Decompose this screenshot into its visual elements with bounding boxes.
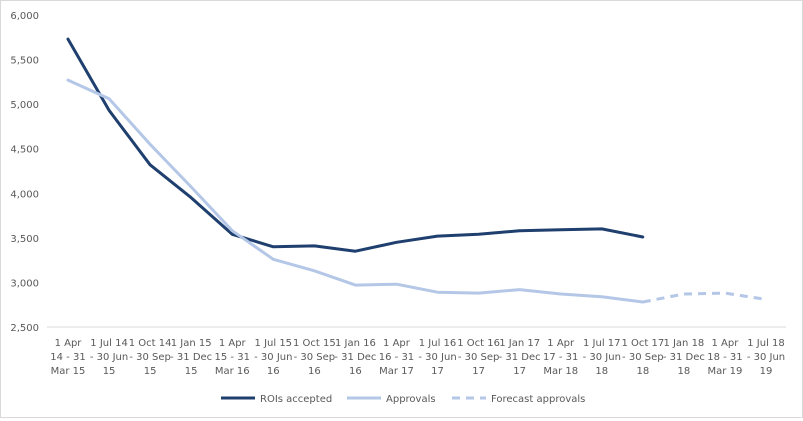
x-tick-label-line: - 30 Sep [129,352,171,363]
x-tick-label-line: - 30 Jun [254,352,292,363]
x-tick-label-line: 1 Apr [712,338,740,349]
x-tick-label-line: 17 [513,366,526,377]
x-tick-label-line: 1 Apr [219,338,247,349]
legend-item: Forecast approvals [452,394,585,405]
x-tick-label-line: Mar 16 [215,366,250,377]
x-tick-label-line: 1 Jul 15 [255,338,293,349]
x-tick-label: 1 Jan 16 - 31 Dec 16 [334,338,376,377]
y-tick-label: 6,000 [10,11,39,22]
x-tick-label-line: 1 Apr [55,338,83,349]
x-tick-label: 1 Jan 15 - 31 Dec 15 [170,338,212,377]
x-tick-label-line: 17 - 31 [543,352,578,363]
series-line-rois-accepted [68,39,643,251]
x-tick-label-line: 17 [431,366,444,377]
x-tick-label-line: 1 Jul 16 [419,338,457,349]
x-tick-label: 1 Oct 17 - 30 Sep 18 [621,338,664,377]
x-tick-label-line: 14 - 31 [50,352,85,363]
x-tick-label-line: 1 Jan 17 [499,338,540,349]
x-tick-label-line: 15 [103,366,116,377]
y-tick-label: 3,500 [10,234,39,245]
series-lines [68,39,766,302]
legend-item: Approvals [347,394,436,405]
legend-item: ROIs accepted [221,394,332,405]
x-tick-label-line: 16 [349,366,362,377]
x-tick-label-line: 1 Oct 17 [621,338,664,349]
x-tick-label: 1 Apr 14 - 31 Mar 15 [50,338,85,377]
x-tick-label-line: 17 [472,366,485,377]
x-tick-label-line: - 31 Dec [170,352,212,363]
x-tick-label-line: 1 Oct 16 [457,338,500,349]
x-tick-label: 1 Oct 15 - 30 Sep 16 [293,338,336,377]
x-tick-label-line: - 30 Jun [583,352,621,363]
legend-label: Forecast approvals [491,394,585,405]
x-tick-label: 1 Apr 16 - 31 Mar 17 [379,338,414,377]
x-tick-label-line: Mar 15 [51,366,86,377]
legend: ROIs accepted Approvals Forecast approvals [221,394,585,405]
x-tick-label-line: 18 [636,366,649,377]
y-tick-label: 4,000 [10,189,39,200]
x-tick-label: 1 Jan 17 - 31 Dec 17 [499,338,541,377]
x-tick-label: 1 Jul 18 - 30 Jun 19 [747,338,785,377]
x-tick-label-line: 15 [185,366,198,377]
x-tick-label: 1 Jan 18 - 31 Dec 18 [663,338,705,377]
x-tick-label-line: - 30 Sep [294,352,336,363]
legend-label: Approvals [386,394,436,405]
y-tick-label: 3,000 [10,278,39,289]
x-tick-label-line: - 31 Dec [499,352,541,363]
x-tick-label-line: 15 - 31 [215,352,250,363]
x-tick-label-line: 1 Oct 15 [293,338,336,349]
x-tick-label: 1 Jul 15 - 30 Jun 16 [254,338,292,377]
x-tick-label-line: 1 Oct 14 [129,338,172,349]
x-tick-label-line: 15 [144,366,157,377]
x-tick-label-line: 1 Jan 15 [171,338,212,349]
x-tick-label-line: Mar 19 [708,366,743,377]
x-tick-label: 1 Jul 17 - 30 Jun 18 [583,338,621,377]
x-tick-label-line: 1 Jul 18 [747,338,785,349]
x-tick-label-line: - 31 Dec [663,352,705,363]
x-tick-label: 1 Apr 18 - 31 Mar 19 [707,338,742,377]
x-tick-label-line: 1 Jan 18 [663,338,704,349]
legend-label: ROIs accepted [260,394,332,405]
x-tick-label-line: 16 [267,366,280,377]
x-tick-label-line: Mar 18 [543,366,578,377]
y-axis: 2,500 3,000 3,500 4,000 4,500 5,000 5,500 6,000 [10,11,39,334]
x-tick-label: 1 Jul 16 - 30 Jun 17 [418,338,456,377]
y-tick-label: 5,500 [10,56,39,67]
x-tick-label: 1 Oct 16 - 30 Sep 17 [457,338,500,377]
x-tick-label-line: 1 Apr [383,338,411,349]
x-tick-label-line: 18 - 31 [707,352,742,363]
x-tick-label: 1 Jul 14 - 30 Jun 15 [90,338,128,377]
y-tick-label: 5,000 [10,100,39,111]
y-tick-label: 2,500 [10,323,39,334]
x-tick-label-line: - 30 Jun [418,352,456,363]
x-tick-label-line: Mar 17 [379,366,414,377]
x-tick-label-line: - 30 Jun [747,352,785,363]
series-line-forecast-approvals [643,293,766,302]
x-tick-label-line: 16 [308,366,321,377]
y-tick-label: 4,500 [10,145,39,156]
x-tick-label-line: - 30 Sep [622,352,664,363]
x-tick-label-line: 1 Apr [547,338,575,349]
series-line-approvals [68,80,643,302]
x-tick-label-line: - 30 Jun [90,352,128,363]
x-tick-label-line: - 30 Sep [458,352,500,363]
x-tick-label-line: 1 Jul 14 [90,338,128,349]
x-tick-label-line: 19 [760,366,773,377]
x-tick-label-line: - 31 Dec [334,352,376,363]
x-tick-label-line: 1 Jul 17 [583,338,621,349]
x-tick-label: 1 Apr 15 - 31 Mar 16 [215,338,250,377]
x-tick-label-line: 16 - 31 [379,352,414,363]
x-tick-label-line: 18 [678,366,691,377]
x-tick-label: 1 Apr 17 - 31 Mar 18 [543,338,578,377]
x-tick-label-line: 1 Jan 16 [335,338,376,349]
x-tick-label-line: 18 [595,366,608,377]
x-tick-label: 1 Oct 14 - 30 Sep 15 [129,338,172,377]
